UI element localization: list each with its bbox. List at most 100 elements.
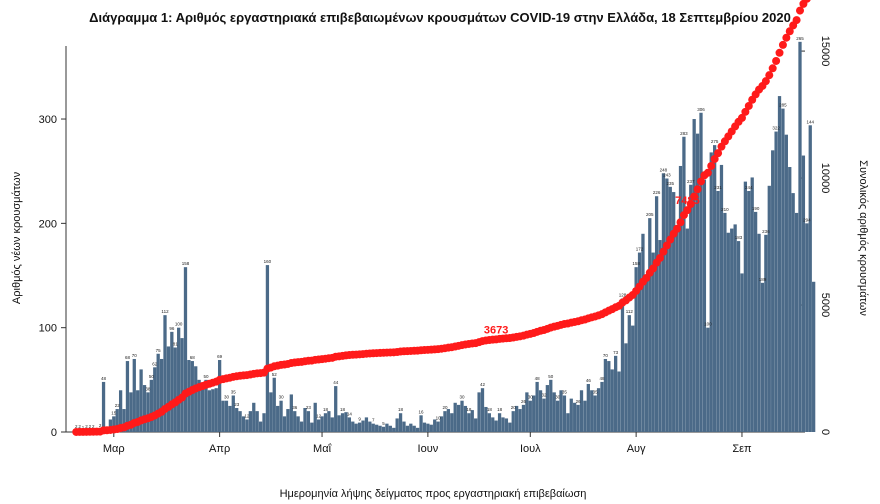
bar	[641, 233, 645, 432]
bar	[648, 218, 652, 432]
bar	[385, 423, 389, 432]
bar	[159, 358, 164, 432]
bar	[282, 416, 287, 432]
bar	[600, 381, 604, 432]
bar	[689, 184, 693, 432]
bar	[289, 394, 293, 432]
bar	[388, 425, 392, 432]
cumulative-point	[772, 56, 781, 65]
bar	[207, 390, 212, 432]
bar	[760, 282, 765, 432]
bar	[603, 358, 608, 432]
bar	[303, 408, 307, 432]
bar	[204, 379, 208, 432]
bar-value-label: 1	[82, 425, 85, 430]
bar-value-label: 144	[806, 119, 814, 124]
bar	[480, 388, 485, 432]
y-tick-label: 100	[39, 323, 57, 335]
bar	[634, 267, 638, 432]
bar	[375, 424, 379, 432]
bar-value-label: 18	[323, 407, 329, 412]
bar-value-label: 23	[306, 405, 312, 410]
bar	[409, 423, 413, 432]
cumulative-point	[662, 241, 671, 250]
bar	[767, 185, 771, 432]
bar-value-label: 5	[382, 421, 385, 426]
bar-value-label: 18	[398, 407, 404, 412]
bar	[736, 241, 741, 432]
bar-value-label: 15	[111, 410, 117, 415]
bar	[381, 426, 386, 432]
bar	[214, 388, 218, 432]
bar	[794, 212, 799, 432]
bar-value-label: 96	[169, 326, 175, 331]
bar	[378, 425, 382, 432]
bar	[197, 379, 201, 432]
bar	[569, 398, 573, 432]
bar	[508, 422, 512, 432]
y-tick-label: 300	[39, 114, 57, 126]
bar	[685, 228, 689, 432]
bar	[620, 298, 625, 432]
bar-value-label: 10	[436, 416, 442, 421]
bar	[801, 155, 806, 433]
bar	[631, 325, 635, 432]
bar	[593, 395, 597, 432]
bar	[545, 385, 550, 432]
bar	[269, 392, 273, 432]
bar-value-label: 20	[511, 405, 517, 410]
bar-value-label: 128	[619, 292, 627, 297]
bar	[753, 211, 758, 432]
bar-value-label: 112	[626, 309, 634, 314]
bar-value-label: 68	[190, 355, 196, 360]
bar-value-label: 22	[115, 403, 121, 408]
bar	[781, 108, 785, 432]
daily-cases-bars	[74, 41, 816, 433]
bar	[788, 167, 792, 432]
bar	[426, 423, 430, 432]
bar	[132, 358, 136, 432]
bar	[777, 96, 782, 432]
x-tick-label: Μαΐ	[313, 443, 332, 455]
cumulative-value-label: 3673	[484, 324, 508, 336]
bar	[504, 418, 509, 432]
bar	[562, 395, 567, 432]
bar	[702, 179, 707, 432]
bar-value-label: 189	[759, 277, 767, 282]
bar	[276, 405, 280, 432]
bar	[518, 409, 522, 432]
bar	[672, 192, 676, 432]
bar-value-label: 81	[173, 341, 179, 346]
bar-value-label: 44	[333, 380, 339, 385]
bar	[654, 196, 659, 432]
bar	[573, 402, 577, 432]
bar	[590, 390, 594, 432]
x-axis-ticks: Μαρ Απρ Μαΐ Ιουν Ιουλ Αυγ Σεπ	[103, 432, 752, 455]
x-tick-label: Μαρ	[103, 443, 125, 455]
cumulative-point	[765, 71, 774, 80]
cumulative-point	[803, 0, 811, 3]
bar	[412, 425, 416, 432]
bar	[419, 415, 423, 432]
x-axis-label: Ημερομηνία λήψης δείγματος προς εργαστηρ…	[280, 488, 587, 500]
bar	[231, 395, 235, 432]
bar-value-label: 112	[161, 309, 169, 314]
bar	[716, 191, 720, 432]
bar	[501, 417, 505, 432]
bar-value-label: 12	[244, 413, 250, 418]
bar	[668, 186, 672, 432]
bar-value-label: 18	[466, 407, 472, 412]
bar	[747, 191, 751, 432]
bar	[286, 409, 290, 432]
bar	[265, 265, 270, 432]
x-tick-label: Αυγ	[627, 443, 646, 455]
chart-title: Διάγραμμα 1: Αριθμός εργαστηριακά επιβεβ…	[89, 10, 791, 25]
cumulative-point	[785, 27, 794, 36]
bar	[456, 404, 461, 432]
bar	[651, 252, 655, 432]
bar-value-label: 294	[803, 217, 811, 222]
bar	[532, 395, 536, 432]
bar-value-label: 36	[292, 405, 298, 410]
bar-value-label: 38	[145, 386, 151, 391]
bar-value-label: 42	[480, 382, 486, 387]
